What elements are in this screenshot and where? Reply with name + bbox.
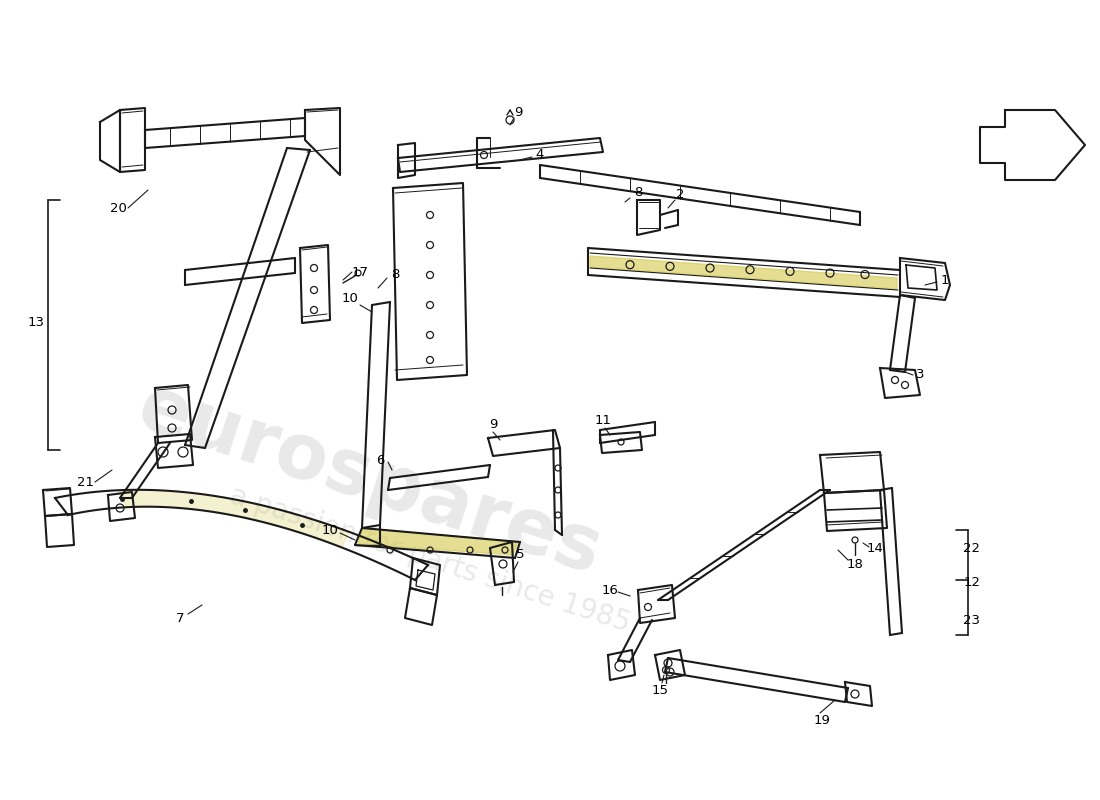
Text: 22: 22 bbox=[964, 542, 980, 554]
Text: 4: 4 bbox=[536, 149, 544, 162]
Text: 7: 7 bbox=[176, 611, 185, 625]
Text: 17: 17 bbox=[352, 266, 368, 278]
Text: 23: 23 bbox=[964, 614, 980, 626]
Text: 9: 9 bbox=[488, 418, 497, 431]
Text: 8: 8 bbox=[390, 269, 399, 282]
Text: 5: 5 bbox=[516, 549, 525, 562]
Text: 10: 10 bbox=[342, 291, 359, 305]
Text: 11: 11 bbox=[594, 414, 612, 426]
Text: eurospares: eurospares bbox=[129, 370, 612, 590]
Polygon shape bbox=[358, 528, 518, 555]
Text: 19: 19 bbox=[814, 714, 830, 726]
Text: 3: 3 bbox=[915, 369, 924, 382]
Text: 21: 21 bbox=[77, 475, 94, 489]
Text: 2: 2 bbox=[675, 189, 684, 202]
Text: 1: 1 bbox=[940, 274, 949, 286]
Text: 8: 8 bbox=[634, 186, 642, 198]
Text: 14: 14 bbox=[867, 542, 883, 554]
Polygon shape bbox=[590, 256, 896, 289]
Polygon shape bbox=[118, 490, 349, 547]
Text: 16: 16 bbox=[602, 583, 618, 597]
Text: 12: 12 bbox=[964, 577, 980, 590]
Text: 6: 6 bbox=[376, 454, 384, 466]
Text: 9: 9 bbox=[514, 106, 522, 118]
Text: 13: 13 bbox=[28, 315, 44, 329]
Text: 20: 20 bbox=[110, 202, 126, 214]
Text: a passion for parts since 1985: a passion for parts since 1985 bbox=[227, 482, 634, 638]
Text: 18: 18 bbox=[847, 558, 864, 571]
Text: 10: 10 bbox=[321, 523, 339, 537]
Text: 15: 15 bbox=[651, 683, 669, 697]
